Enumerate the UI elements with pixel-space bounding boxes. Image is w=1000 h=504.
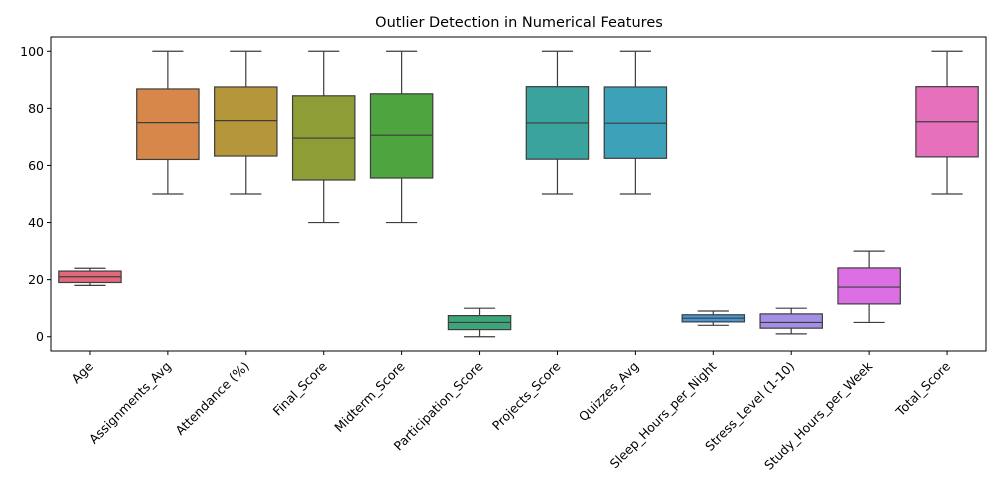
x-tick-label: Final_Score	[270, 358, 330, 418]
y-tick-label: 80	[28, 101, 44, 116]
y-tick-label: 20	[28, 272, 44, 287]
y-axis: 0 20 40 60 80 100	[20, 44, 51, 344]
box-4	[369, 50, 434, 224]
box-2	[214, 50, 278, 195]
x-tick-label: Age	[68, 358, 96, 386]
x-tick-label: Quizzes_Avg	[576, 359, 642, 425]
y-tick-label: 60	[28, 158, 44, 173]
x-tick-label: Attendance (%)	[172, 359, 252, 439]
x-tick-label: Midterm_Score	[331, 358, 408, 435]
box-9	[759, 307, 823, 335]
iqr-box	[369, 93, 434, 179]
plot-frame	[50, 36, 987, 352]
iqr-box	[214, 86, 278, 157]
box-5	[447, 307, 512, 338]
y-tick-label: 100	[20, 44, 44, 59]
y-tick-label: 40	[28, 215, 44, 230]
box-0	[58, 267, 122, 286]
y-tick-label: 0	[36, 329, 44, 344]
iqr-box	[136, 88, 200, 161]
chart-title: Outlier Detection in Numerical Features	[375, 15, 663, 31]
x-tick-label: Assignments_Avg	[86, 359, 174, 447]
boxes-layer	[58, 50, 979, 338]
box-1	[136, 50, 200, 195]
x-tick-label: Participation_Score	[391, 358, 486, 453]
x-tick-label: Total_Score	[892, 358, 953, 419]
box-10	[837, 250, 901, 324]
iqr-box	[759, 313, 823, 329]
box-11	[915, 50, 979, 195]
box-8	[681, 310, 746, 326]
x-tick-label: Projects_Score	[489, 358, 564, 433]
box-6	[525, 50, 590, 195]
iqr-box	[837, 267, 901, 305]
box-7	[603, 50, 668, 195]
box-3	[291, 50, 356, 224]
